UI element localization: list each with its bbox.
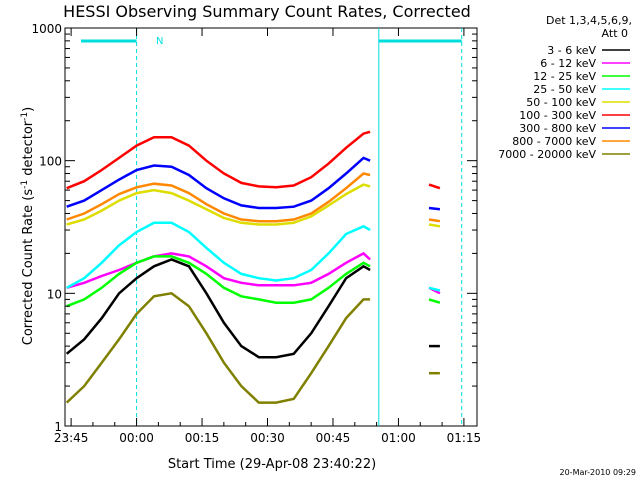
legend-label: 25 - 50 keV	[533, 83, 596, 96]
legend-label: 3 - 6 keV	[547, 44, 596, 57]
chart-title: HESSI Observing Summary Count Rates, Cor…	[63, 2, 471, 21]
legend-label: 7000 - 20000 keV	[498, 148, 596, 161]
legend-header-attenuator: Att 0	[602, 27, 628, 40]
series-line-1	[66, 251, 371, 290]
series-line-6	[66, 156, 371, 210]
series-line-8	[65, 291, 371, 404]
x-axis-label: Start Time (29-Apr-08 23:40:22)	[168, 457, 376, 472]
y-axis-label-exp2: -1	[20, 112, 30, 121]
footer-timestamp: 20-Mar-2010 09:29	[560, 468, 637, 477]
y-axis: 1 10 100 1000	[31, 22, 477, 434]
legend-label: 100 - 300 keV	[519, 109, 596, 122]
n-flag-label: N	[156, 36, 163, 47]
series-line-5	[66, 130, 371, 190]
series-line-2-b	[428, 298, 441, 304]
series-line-6-b	[428, 206, 441, 211]
x-tick-label: 01:15	[447, 431, 482, 445]
y-axis-label: Corrected Count Rate (s-1 detector-1)	[20, 107, 36, 345]
x-tick-label: 00:45	[316, 431, 351, 445]
series-line-5-b	[428, 183, 441, 190]
x-tick-label: 00:15	[185, 431, 220, 445]
series-line-3	[66, 221, 371, 289]
x-axis: 23:45 00:00 00:15 00:30 00:45 01:00 01:15	[54, 28, 481, 445]
y-tick-label: 1	[54, 420, 62, 434]
x-tick-label: 01:00	[381, 431, 416, 445]
series-line-0	[65, 258, 371, 359]
series-line-2	[66, 255, 371, 308]
legend-header-detectors: Det 1,3,4,5,6,9,	[546, 14, 632, 27]
y-tick-label: 10	[47, 287, 62, 301]
y-axis-label-mid: detector	[21, 120, 36, 180]
y-axis-label-main: Corrected Count Rate (s	[21, 189, 36, 346]
legend-label: 12 - 25 keV	[533, 70, 596, 83]
series-line-4	[66, 183, 371, 226]
y-axis-label-exp1: -1	[20, 180, 30, 189]
series-line-7	[66, 172, 371, 223]
y-tick-label: 1000	[31, 22, 62, 36]
x-tick-label: 00:30	[250, 431, 285, 445]
series-line-4-b	[428, 223, 441, 228]
series-line-3-b	[428, 286, 441, 292]
y-axis-label-end: )	[21, 107, 36, 112]
legend-label: 50 - 100 keV	[526, 96, 596, 109]
plot-frame	[64, 27, 478, 427]
x-tick-label: 00:00	[119, 431, 154, 445]
x-tick-label: 23:45	[54, 431, 89, 445]
observing-gap-markers	[81, 28, 463, 426]
series-line-7-b	[428, 218, 441, 223]
series-lines	[65, 130, 441, 404]
legend-label: 6 - 12 keV	[540, 57, 596, 70]
plot-area: 23:45 00:00 00:15 00:30 00:45 01:00 01:15 1101…	[31, 22, 481, 445]
legend-label: 300 - 800 keV	[519, 122, 596, 135]
y-tick-label: 100	[39, 155, 62, 169]
legend-label: 800 - 7000 keV	[512, 135, 596, 148]
